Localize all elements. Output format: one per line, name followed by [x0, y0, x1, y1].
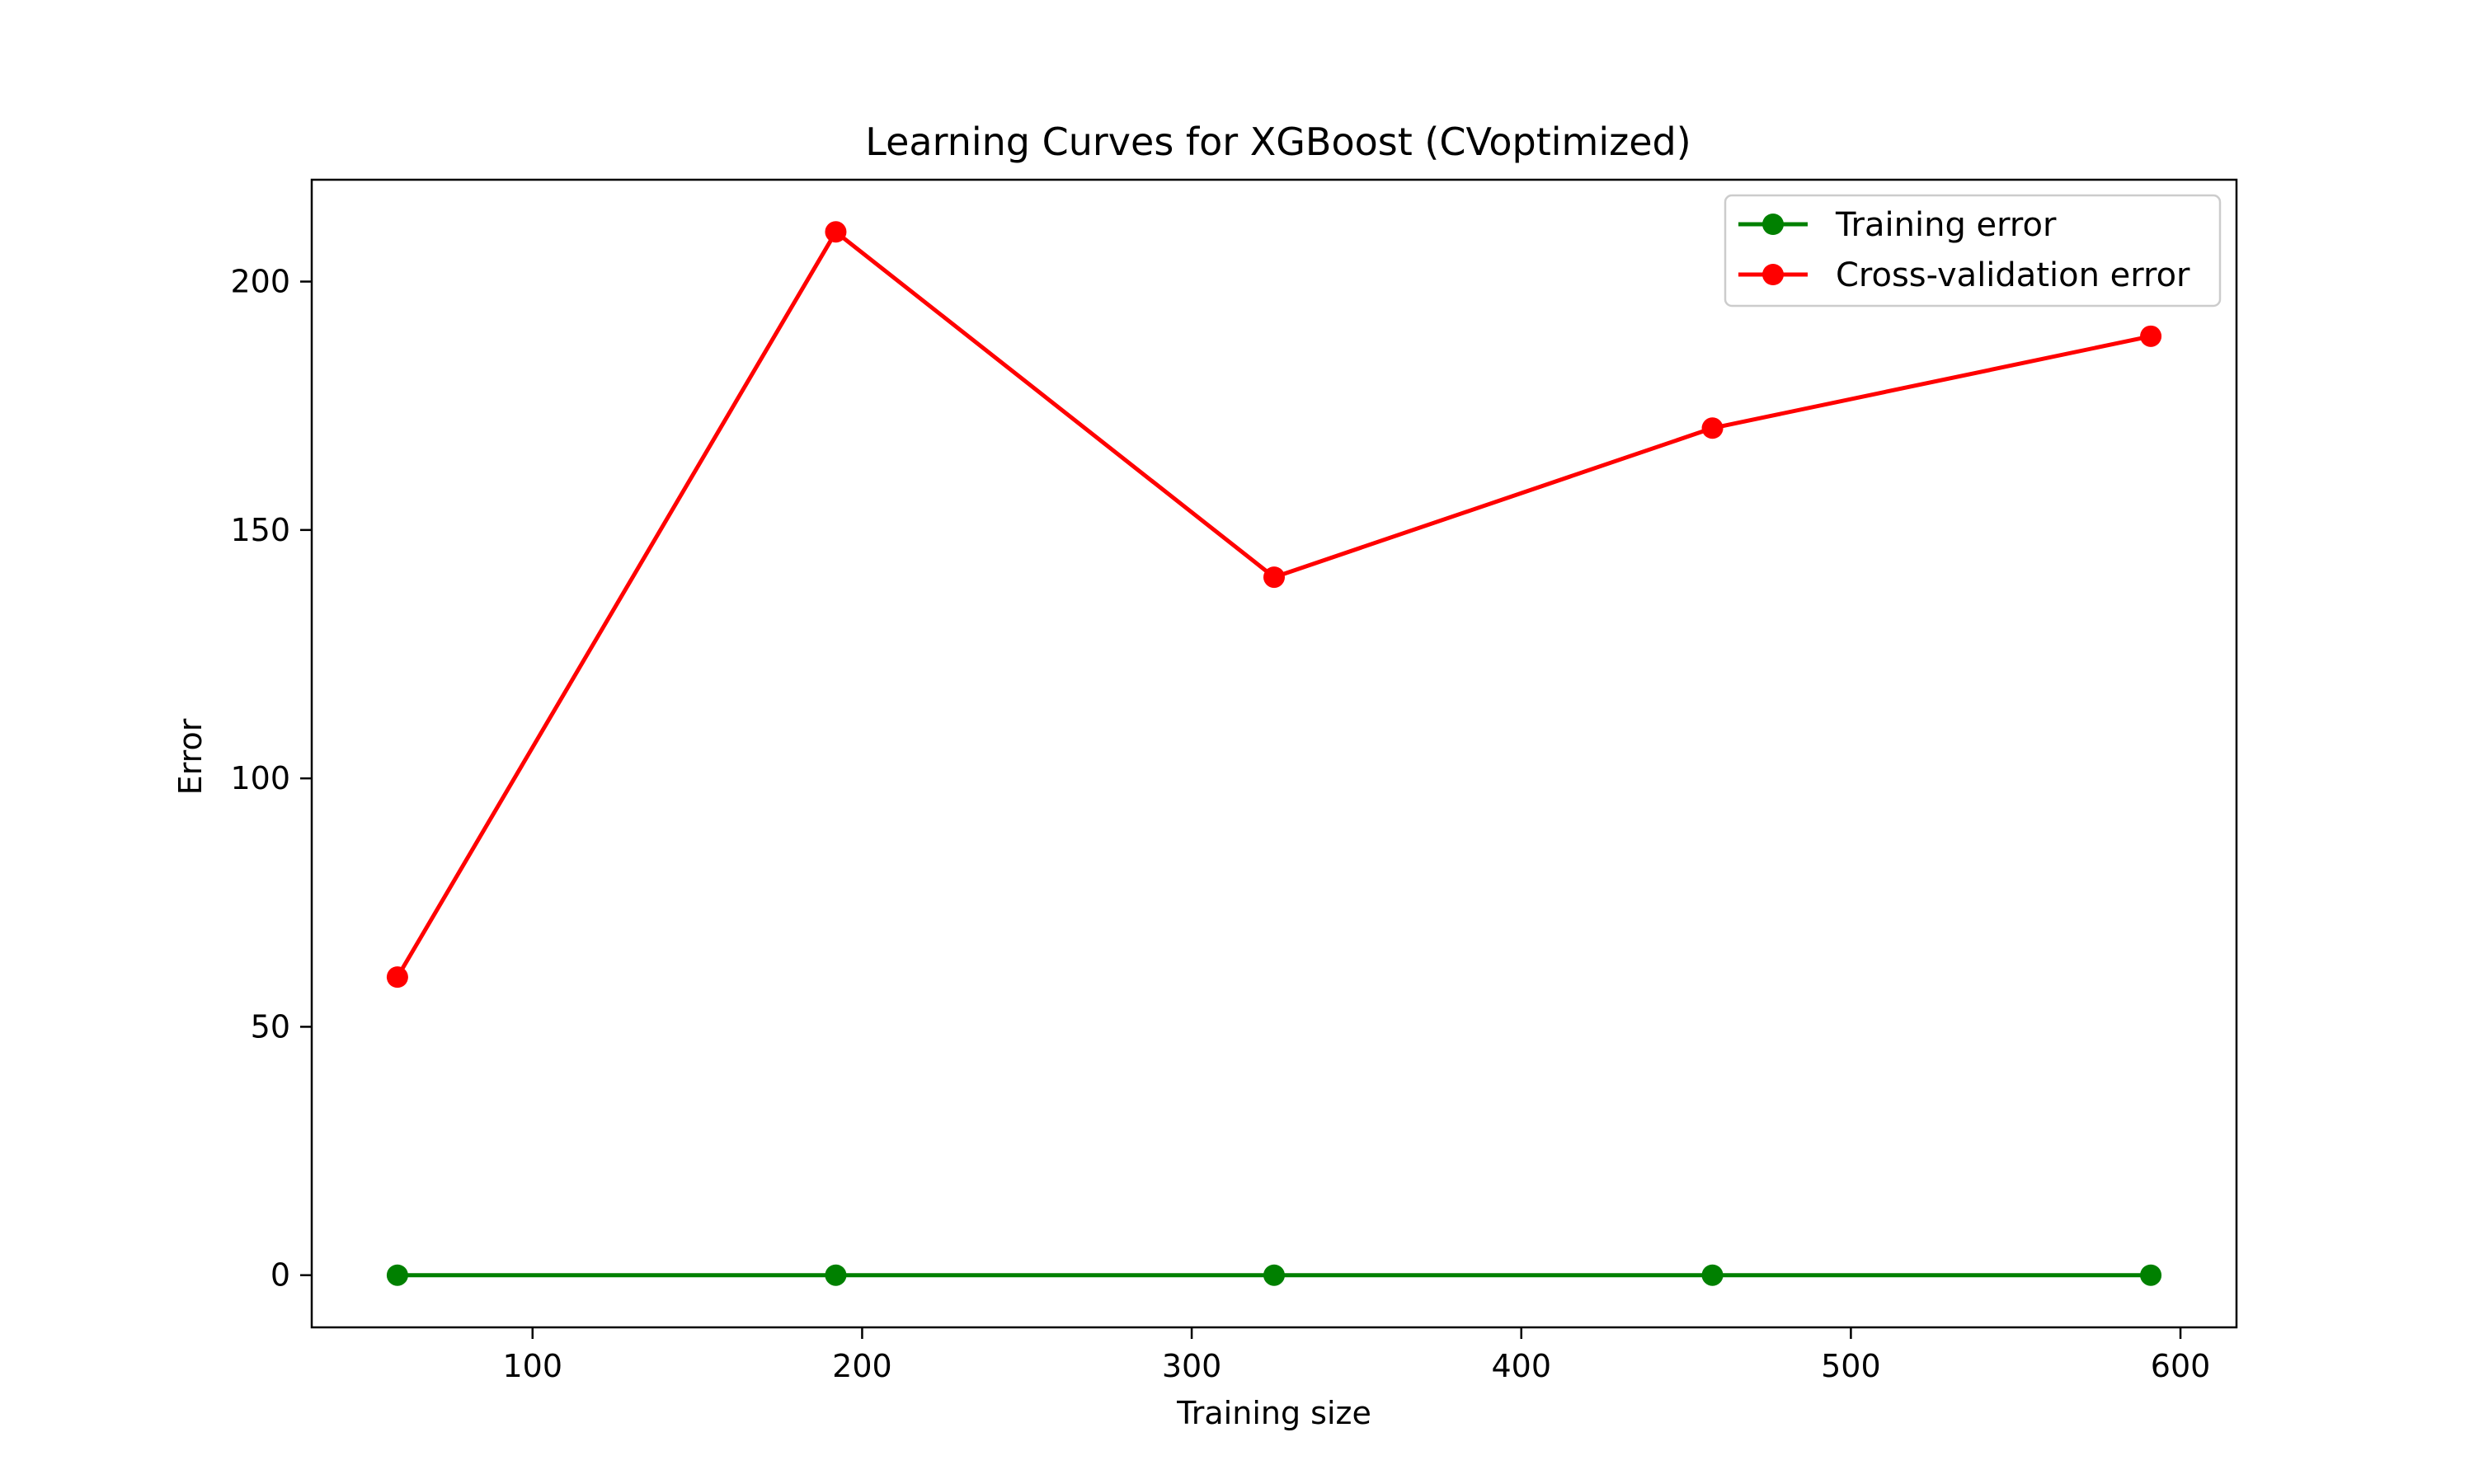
chart-title: Learning Curves for XGBoost (CVoptimized…	[865, 120, 1691, 164]
y-tick-label: 50	[251, 1008, 290, 1045]
data-point-cross-validation-error	[1701, 417, 1724, 439]
x-tick-label: 200	[832, 1348, 892, 1384]
data-point-cross-validation-error	[386, 966, 408, 989]
legend-marker-training-error	[1762, 214, 1784, 235]
series-layer	[386, 221, 2162, 1286]
legend-box	[1724, 194, 2222, 308]
data-point-training-error	[2140, 1264, 2162, 1286]
x-axis-label: Training size	[1176, 1395, 1371, 1431]
data-point-cross-validation-error	[825, 221, 847, 243]
x-tick-label: 500	[1821, 1348, 1881, 1384]
y-tick-label: 150	[230, 512, 290, 548]
y-tick-label: 200	[230, 264, 290, 300]
y-axis-ticks: 0 50 100 150 200	[230, 264, 312, 1294]
y-tick-label: 100	[230, 760, 290, 796]
x-tick-label: 600	[2151, 1348, 2211, 1384]
plot-area	[310, 178, 2238, 1329]
data-point-cross-validation-error	[1263, 566, 1285, 589]
x-axis-ticks: 100 200 300 400 500 600	[503, 1327, 2211, 1384]
legend: Training error Cross-validation error	[1724, 194, 2222, 308]
data-point-cross-validation-error	[2140, 325, 2162, 347]
x-tick-label: 400	[1491, 1348, 1551, 1384]
plot-frame	[310, 178, 2238, 1329]
x-tick-label: 300	[1162, 1348, 1222, 1384]
data-point-training-error	[825, 1264, 847, 1286]
data-point-training-error	[1701, 1264, 1724, 1286]
x-tick-label: 100	[503, 1348, 563, 1384]
y-axis-label: Error	[172, 718, 209, 795]
legend-label-training-error: Training error	[1835, 206, 2057, 244]
legend-marker-cross-validation-error	[1762, 264, 1784, 285]
legend-label-cross-validation-error: Cross-validation error	[1836, 256, 2190, 294]
y-tick-label: 0	[270, 1257, 290, 1294]
data-point-training-error	[386, 1264, 408, 1286]
data-point-training-error	[1263, 1264, 1285, 1286]
